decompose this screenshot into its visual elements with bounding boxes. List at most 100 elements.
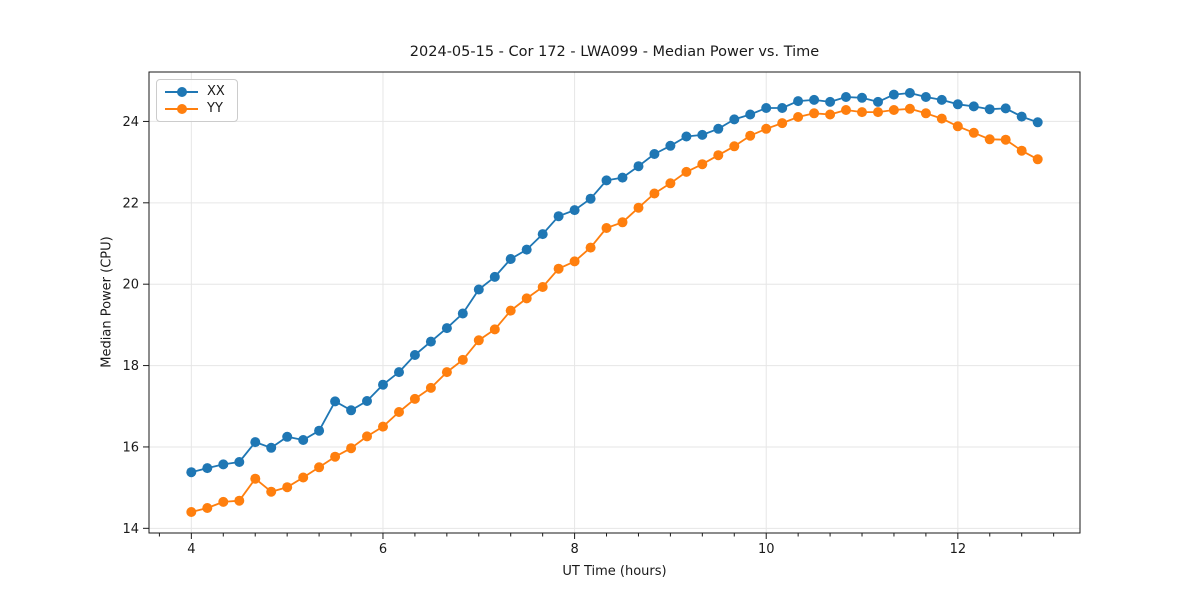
data-point-yy — [521, 293, 532, 304]
data-point-xx — [888, 89, 899, 100]
data-point-yy — [394, 407, 404, 417]
data-point-yy — [888, 105, 899, 115]
data-point-yy — [873, 107, 883, 118]
data-point-xx — [298, 435, 309, 445]
data-point-xx — [777, 103, 788, 113]
data-point-xx — [394, 367, 404, 378]
data-point-yy — [298, 472, 309, 483]
legend-line-sample-yy — [165, 104, 198, 114]
data-point-xx — [505, 254, 516, 264]
data-point-xx — [234, 457, 245, 467]
legend-line-sample-xx — [165, 87, 198, 97]
data-point-yy — [936, 113, 947, 124]
data-point-yy — [441, 367, 452, 378]
data-point-yy — [697, 159, 708, 170]
data-point-xx — [314, 425, 325, 436]
data-point-xx — [904, 88, 915, 98]
data-point-xx — [761, 103, 772, 113]
data-point-xx — [841, 92, 851, 102]
data-point-xx — [745, 109, 756, 120]
y-tick-label: 24 — [122, 115, 139, 130]
x-axis-ticks: 4 6 8 10 12 — [187, 533, 966, 557]
data-point-yy — [681, 166, 692, 177]
data-point-xx — [537, 229, 548, 240]
data-point-yy — [761, 123, 772, 134]
data-point-yy — [793, 112, 804, 122]
data-point-xx — [489, 271, 500, 282]
data-point-yy — [537, 282, 548, 292]
data-point-yy — [282, 482, 293, 493]
data-point-yy — [569, 256, 580, 267]
legend: XX YY — [156, 79, 238, 122]
data-point-yy — [809, 108, 820, 119]
data-point-yy — [857, 107, 867, 118]
grid-lines — [149, 72, 1080, 533]
legend-marker-xx — [176, 87, 187, 97]
data-point-xx — [425, 336, 436, 347]
data-point-xx — [601, 175, 612, 186]
data-point-xx — [793, 96, 804, 107]
x-tick-label: 12 — [950, 542, 967, 557]
data-point-xx — [729, 114, 740, 125]
y-tick-label: 22 — [122, 196, 139, 211]
y-tick-label: 14 — [122, 522, 139, 537]
data-point-yy — [1032, 154, 1043, 165]
x-minor-ticks — [158, 533, 1055, 537]
data-point-xx — [409, 350, 420, 360]
data-point-xx — [553, 211, 564, 222]
data-point-yy — [250, 473, 261, 484]
data-point-yy — [952, 121, 963, 132]
data-point-yy — [489, 324, 500, 335]
data-point-yy — [314, 462, 325, 473]
y-tick-label: 16 — [122, 440, 139, 455]
data-point-xx — [713, 123, 724, 134]
data-point-yy — [745, 130, 756, 141]
x-tick-label: 6 — [379, 542, 387, 557]
y-axis-label: Median Power (CPU) — [99, 236, 115, 368]
data-point-yy — [841, 105, 851, 115]
y-tick-label: 18 — [122, 359, 139, 374]
y-axis-ticks: 14 16 18 20 22 24 — [122, 115, 149, 537]
data-point-yy — [505, 305, 516, 316]
data-point-yy — [633, 202, 644, 213]
data-point-yy — [665, 178, 676, 189]
data-point-xx — [457, 308, 468, 319]
data-point-xx — [1000, 103, 1011, 114]
data-point-xx — [346, 405, 357, 416]
data-point-yy — [362, 431, 372, 442]
data-point-xx — [473, 284, 484, 295]
data-point-xx — [681, 131, 692, 142]
data-point-yy — [601, 223, 612, 233]
legend-item-xx: XX — [165, 84, 225, 100]
data-point-yy — [777, 118, 788, 129]
data-point-yy — [378, 421, 388, 432]
legend-label-yy: YY — [207, 101, 223, 116]
data-point-xx — [441, 323, 452, 334]
data-point-xx — [1016, 111, 1027, 122]
legend-marker-yy — [176, 104, 187, 114]
data-point-yy — [330, 451, 341, 462]
y-tick-label: 20 — [122, 278, 139, 293]
chart-title: 2024-05-15 - Cor 172 - LWA099 - Median P… — [409, 44, 820, 60]
data-point-yy — [713, 150, 724, 161]
data-point-xx — [968, 101, 979, 112]
data-point-xx — [697, 129, 708, 140]
data-point-yy — [729, 141, 740, 152]
data-point-yy — [968, 127, 979, 138]
x-tick-label: 10 — [758, 542, 775, 557]
data-point-xx — [857, 92, 867, 103]
data-point-xx — [952, 99, 963, 110]
data-point-xx — [250, 437, 261, 448]
axes-spines — [148, 71, 1081, 534]
data-point-xx — [984, 104, 995, 115]
data-point-xx — [617, 172, 628, 183]
legend-item-yy: YY — [165, 101, 225, 117]
series-yy — [186, 103, 1043, 517]
data-point-yy — [649, 188, 660, 199]
data-point-yy — [617, 217, 628, 228]
data-point-xx — [569, 205, 580, 216]
data-point-xx — [362, 396, 372, 406]
data-point-yy — [904, 103, 915, 114]
